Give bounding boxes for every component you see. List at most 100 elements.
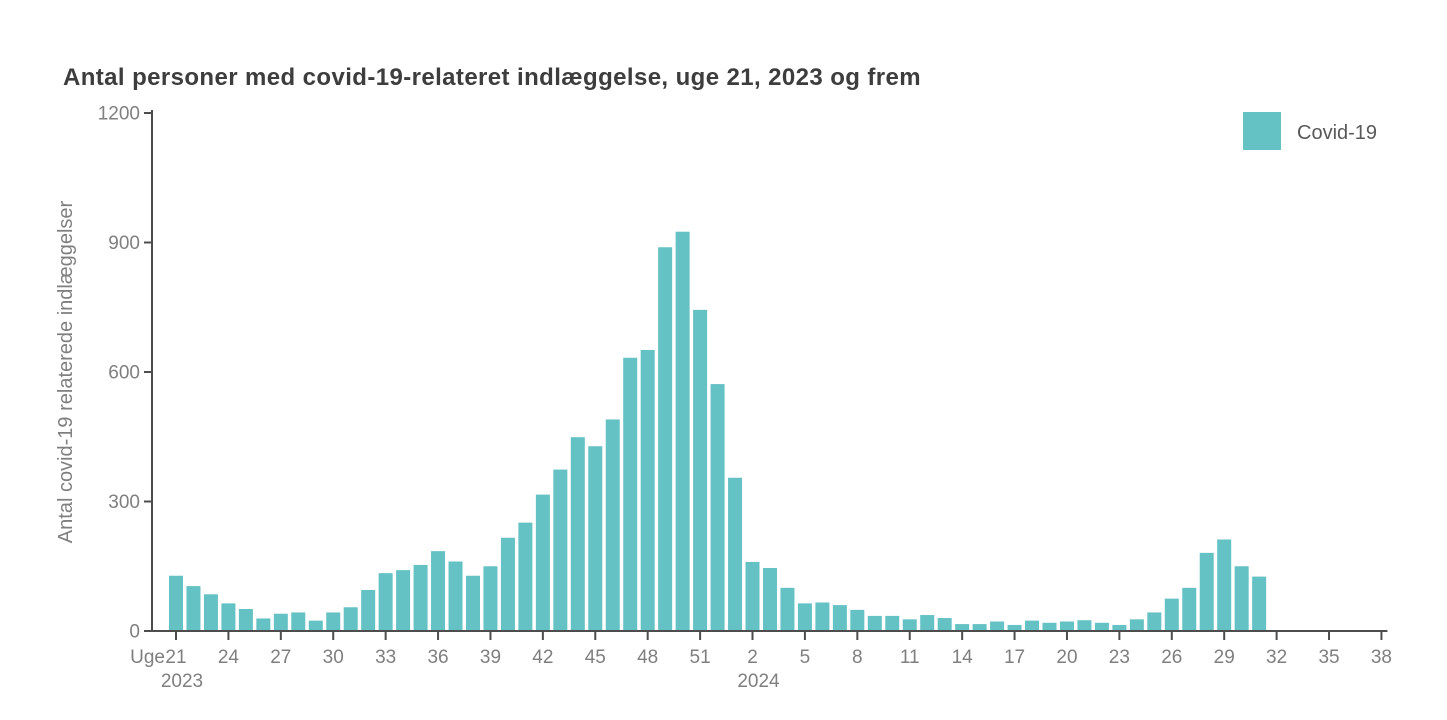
bar [1025, 620, 1040, 631]
x-tick-label: 30 [323, 647, 344, 668]
bar [1129, 619, 1144, 631]
chart-title: Antal personer med covid-19-relateret in… [63, 64, 921, 91]
bar [308, 620, 323, 631]
bar [990, 621, 1005, 631]
bar [570, 437, 585, 631]
x-tick-label: 36 [427, 647, 448, 668]
x-tick-label: 20 [1056, 647, 1077, 668]
x-axis-year-label: 2023 [161, 671, 203, 692]
bar [1042, 622, 1057, 631]
x-tick-label: 21 [165, 647, 186, 668]
bar [867, 615, 882, 631]
y-tick-label: 0 [129, 622, 140, 643]
x-tick-labels-group: 21 24 27 30 33 36 39 42 45 48 51 2 5 8 11 14 17 20 23 26 29 3… [165, 647, 1392, 668]
bar [885, 615, 900, 631]
x-tick-label: 2 [747, 647, 758, 668]
bar [291, 612, 306, 631]
bar [728, 477, 743, 631]
bar [378, 573, 393, 631]
x-tick-label: 48 [637, 647, 658, 668]
x-tick-label: 23 [1109, 647, 1130, 668]
bar [431, 551, 446, 631]
bar [920, 615, 935, 631]
x-tick-label: 29 [1214, 647, 1235, 668]
bar [186, 586, 201, 631]
x-tick-label: 11 [900, 647, 920, 668]
x-tick-label: 39 [480, 647, 501, 668]
bars-group [169, 231, 1267, 632]
bar [1007, 624, 1022, 631]
bar [1182, 587, 1197, 631]
y-tick-label: 900 [108, 233, 140, 254]
bar [535, 494, 550, 631]
bar [693, 309, 708, 631]
bar [1164, 598, 1179, 632]
x-tick-label: 5 [800, 647, 811, 668]
x-tick-label: 35 [1318, 647, 1339, 668]
x-axis-unit-prefix: Uge [130, 647, 165, 668]
bar [797, 603, 812, 631]
x-tick-label: 26 [1161, 647, 1182, 668]
bar [902, 619, 917, 631]
bar [238, 608, 253, 632]
x-tick-label: 14 [952, 647, 974, 668]
x-tick-label: 33 [375, 647, 396, 668]
bar [273, 613, 288, 631]
x-tick-label: 17 [1004, 647, 1025, 668]
x-axis-year-label: 2024 [737, 671, 780, 692]
x-tick-label: 27 [270, 647, 291, 668]
bar [640, 349, 655, 631]
bar [553, 469, 568, 631]
bar [256, 618, 271, 631]
bar [1199, 552, 1214, 631]
bar [221, 603, 236, 631]
bar [762, 567, 777, 631]
y-axis-label: Antal covid-19 relaterede indlæggelser [55, 200, 77, 543]
bar [850, 609, 865, 631]
bar [1077, 620, 1092, 631]
bar [745, 561, 760, 631]
y-tick-label: 300 [108, 492, 140, 513]
bar [518, 522, 533, 631]
bar [500, 537, 515, 631]
legend-swatch-covid19 [1243, 112, 1281, 150]
y-tick-label: 600 [108, 363, 140, 384]
bar [343, 607, 358, 631]
bar [605, 419, 620, 631]
x-tick-label: 45 [585, 647, 606, 668]
bar [413, 564, 428, 632]
bar [483, 566, 498, 631]
bar [1059, 621, 1074, 631]
bar [955, 624, 970, 631]
bar [361, 589, 376, 631]
x-tick-label: 32 [1266, 647, 1287, 668]
bar [396, 570, 411, 631]
bar [1217, 539, 1232, 631]
bar [465, 575, 480, 631]
bar [710, 384, 725, 631]
x-tick-label: 42 [532, 647, 553, 668]
legend-label-covid19: Covid-19 [1297, 122, 1377, 144]
bar [1147, 612, 1162, 631]
x-tick-label: 8 [852, 647, 863, 668]
bar [815, 602, 830, 631]
y-tick-label: 1200 [98, 104, 140, 125]
y-tick-labels-group: 0 300 600 900 1200 [98, 104, 140, 643]
bar [658, 247, 673, 631]
bar [675, 231, 690, 631]
axes-group [144, 110, 1388, 640]
bar [169, 575, 183, 631]
x-tick-label: 51 [690, 647, 711, 668]
bar [326, 612, 341, 631]
bar [1234, 566, 1249, 631]
bar [448, 561, 463, 631]
x-tick-label: 24 [218, 647, 240, 668]
bar [203, 594, 218, 631]
bar [1112, 624, 1127, 631]
year-labels-group: 2023 2024 [161, 671, 780, 692]
bar [1094, 622, 1109, 631]
bar [1252, 576, 1267, 631]
bar [832, 605, 847, 631]
